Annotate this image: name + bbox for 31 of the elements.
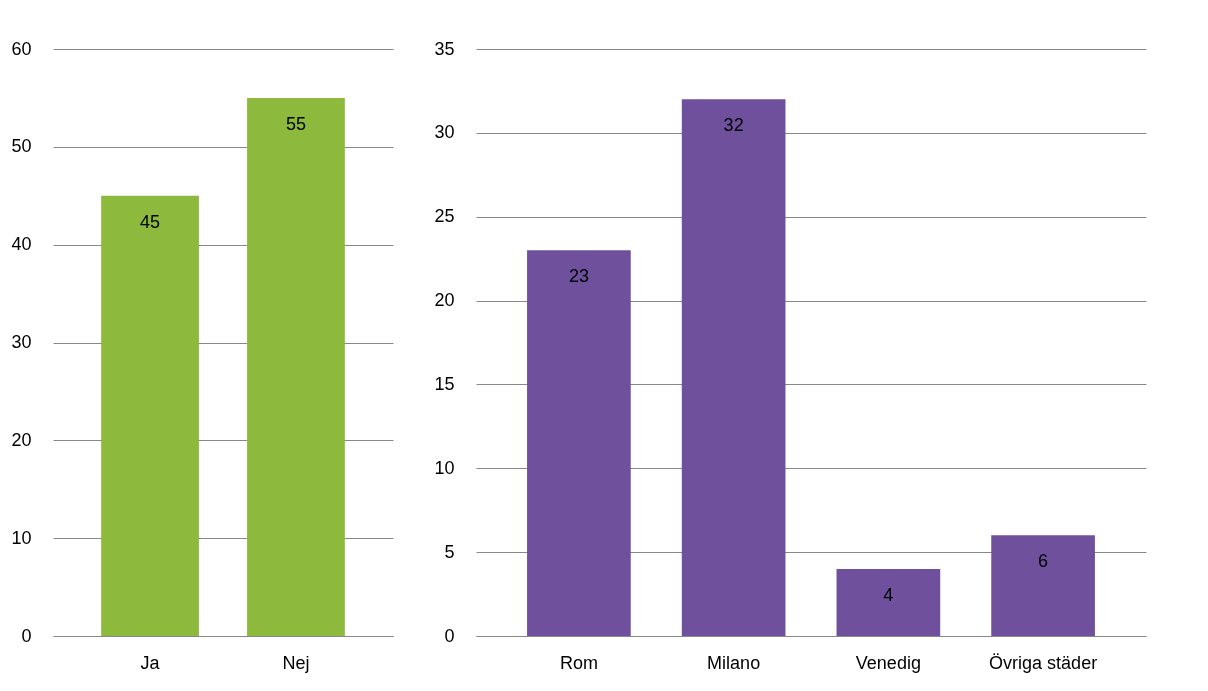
x-tick-label: Nej — [282, 652, 310, 673]
data-label: 23 — [568, 266, 589, 287]
y-tick-label: 5 — [444, 541, 455, 562]
bar — [991, 535, 1095, 636]
y-tick-label: 25 — [434, 206, 455, 227]
x-tick-label: Rom — [559, 652, 598, 673]
x-tick-label: Venedig — [855, 652, 921, 673]
y-tick-label: 50 — [11, 136, 32, 157]
bar — [527, 250, 631, 636]
x-tick-label: Ja — [140, 652, 161, 673]
data-label: 4 — [883, 584, 894, 605]
data-label: 32 — [723, 115, 744, 136]
y-tick-label: 20 — [11, 429, 32, 450]
y-tick-label: 35 — [434, 38, 455, 59]
y-tick-label: 30 — [11, 332, 32, 352]
x-tick-label: Milano — [707, 652, 761, 673]
bar — [836, 568, 941, 636]
y-tick-label: 0 — [21, 625, 32, 646]
y-tick-label: 20 — [434, 290, 455, 311]
y-tick-label: 15 — [434, 373, 455, 394]
y-tick-label: 0 — [444, 625, 455, 646]
y-tick-label: 10 — [434, 457, 455, 478]
data-label: 55 — [285, 113, 306, 134]
x-tick-label: Övriga städer — [989, 652, 1098, 673]
y-tick-label: 40 — [11, 234, 32, 255]
data-label: 6 — [1038, 551, 1049, 572]
y-tick-label: 60 — [11, 38, 32, 59]
y-tick-label: 30 — [434, 122, 455, 143]
data-label: 45 — [140, 211, 161, 232]
y-tick-label: 10 — [11, 527, 32, 548]
bar — [681, 99, 786, 636]
